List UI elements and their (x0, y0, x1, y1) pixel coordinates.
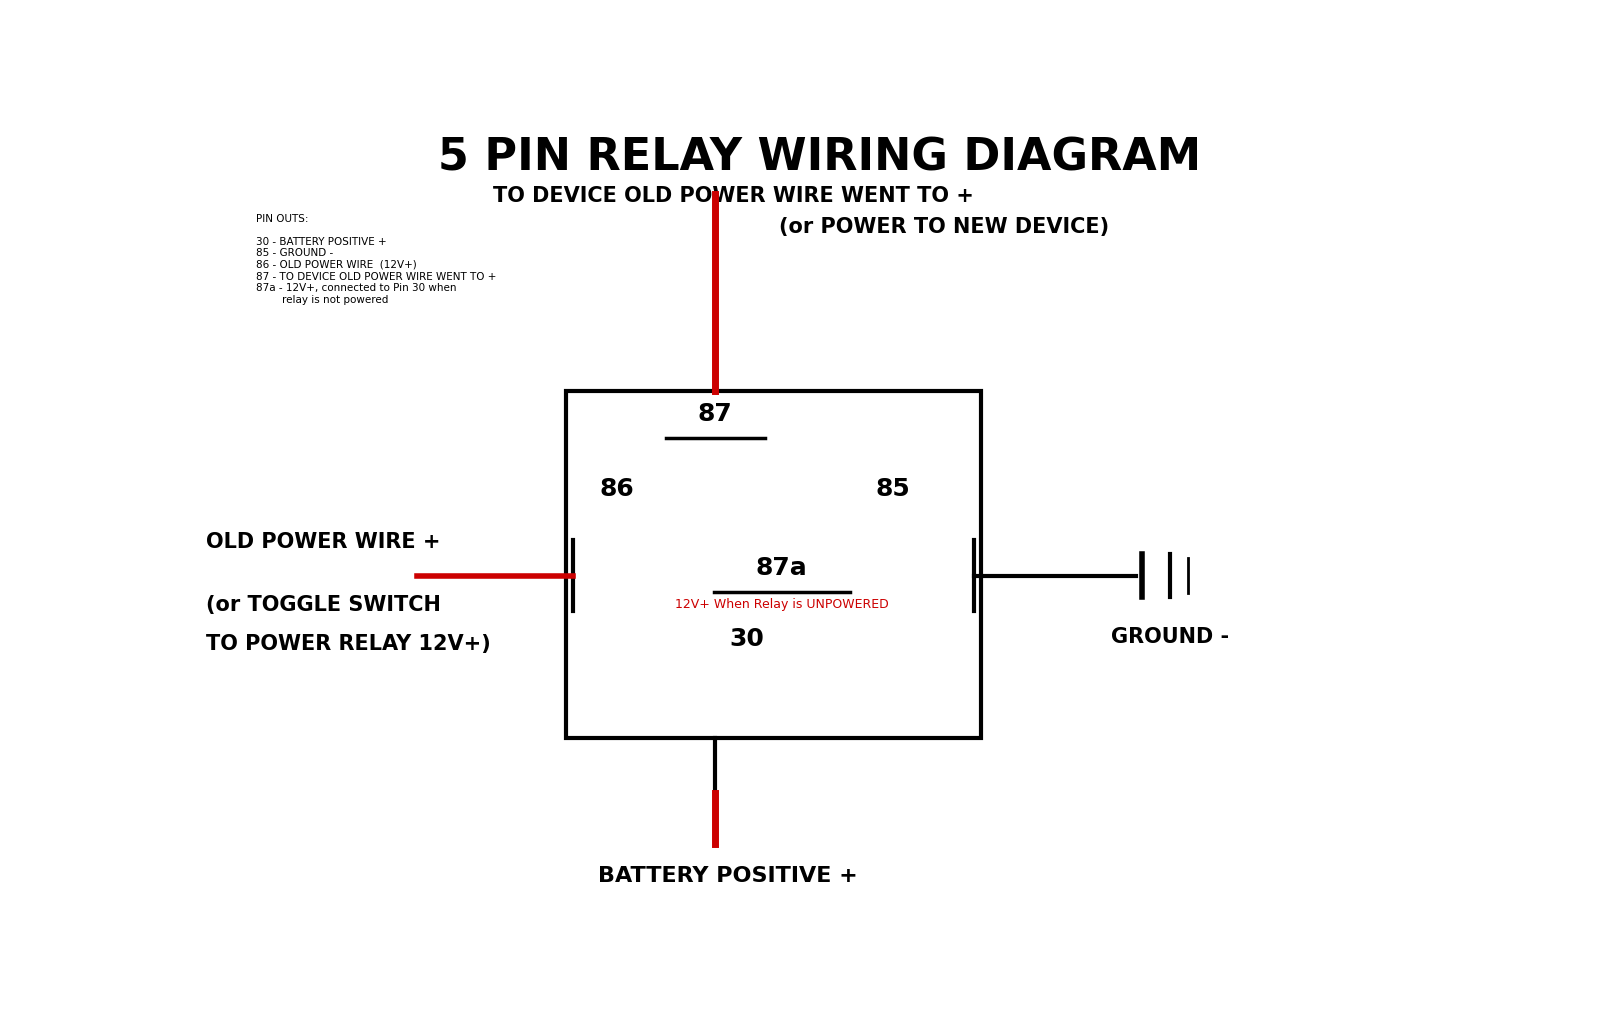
Text: 87: 87 (698, 402, 733, 426)
Text: 5 PIN RELAY WIRING DIAGRAM: 5 PIN RELAY WIRING DIAGRAM (438, 137, 1202, 180)
Text: 86: 86 (600, 477, 634, 501)
Bar (566, 391, 981, 738)
Text: 12V+ When Relay is UNPOWERED: 12V+ When Relay is UNPOWERED (675, 598, 888, 611)
Text: TO POWER RELAY 12V+): TO POWER RELAY 12V+) (206, 635, 491, 654)
Text: OLD POWER WIRE +: OLD POWER WIRE + (206, 532, 440, 552)
Text: GROUND -: GROUND - (1110, 627, 1229, 647)
Text: PIN OUTS:

30 - BATTERY POSITIVE +
85 - GROUND -
86 - OLD POWER WIRE  (12V+)
87 : PIN OUTS: 30 - BATTERY POSITIVE + 85 - G… (256, 214, 496, 305)
Text: 30: 30 (730, 627, 763, 651)
Text: BATTERY POSITIVE +: BATTERY POSITIVE + (598, 866, 858, 886)
Text: TO DEVICE OLD POWER WIRE WENT TO +: TO DEVICE OLD POWER WIRE WENT TO + (493, 185, 974, 206)
Text: 85: 85 (875, 477, 910, 501)
Text: (or POWER TO NEW DEVICE): (or POWER TO NEW DEVICE) (779, 217, 1109, 238)
Text: (or TOGGLE SWITCH: (or TOGGLE SWITCH (206, 595, 442, 615)
Text: 87a: 87a (755, 556, 808, 581)
